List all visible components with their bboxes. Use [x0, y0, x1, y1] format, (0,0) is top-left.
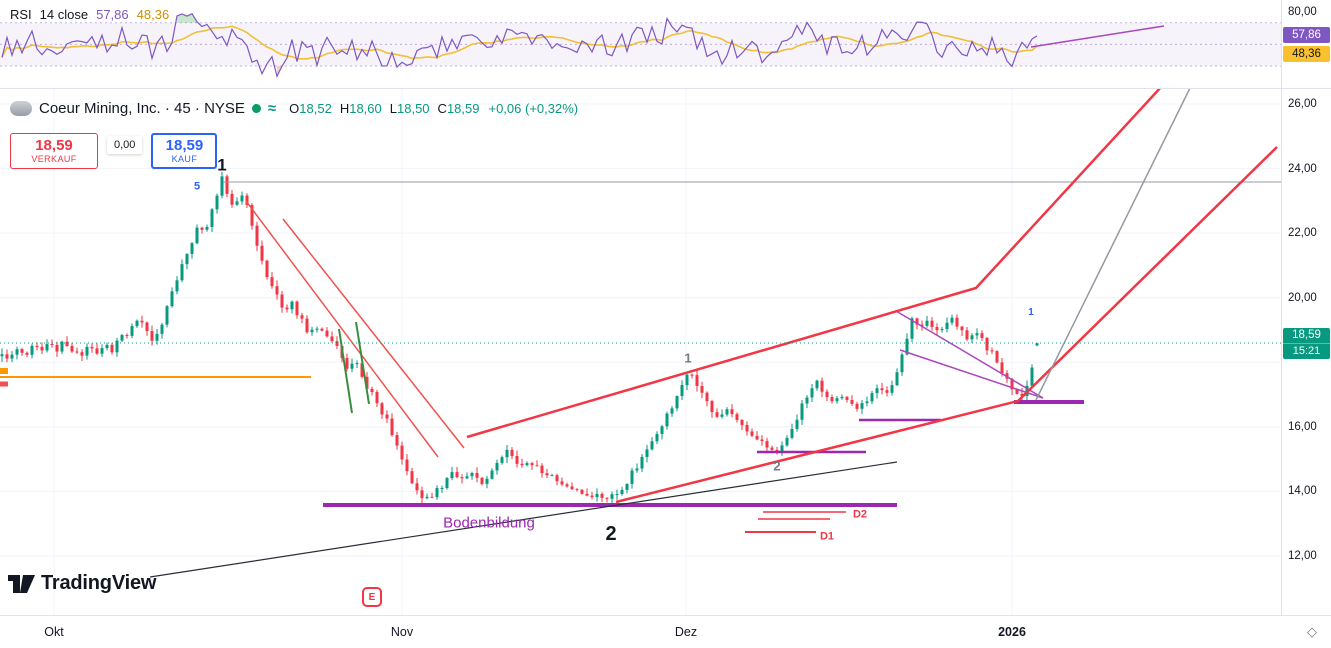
time-axis-label: Okt	[44, 625, 64, 639]
time-axis-label: 2026	[998, 625, 1026, 639]
rsi-value-badge: 57,86	[1283, 27, 1330, 43]
price-axis-label: 20,00	[1288, 291, 1317, 304]
chart-annotation[interactable]: 2	[773, 458, 781, 474]
tradingview-logo-icon	[8, 575, 35, 593]
symbol-header[interactable]: Coeur Mining, Inc. · 45 · NYSE ≈ O18,52 …	[10, 100, 578, 117]
chart-annotation[interactable]: 1	[217, 155, 227, 175]
bar-countdown: 15:21	[1283, 343, 1330, 359]
current-price-value: 18,59	[1292, 329, 1321, 341]
rsi-value: 57,86	[96, 7, 129, 22]
chart-annotation[interactable]: D1	[819, 530, 835, 543]
sell-price: 18,59	[35, 137, 73, 154]
time-axis[interactable]: ◇ Okt Nov Dez 2026	[0, 615, 1331, 648]
buy-label: KAUF	[171, 154, 198, 165]
buy-price: 18,59	[165, 137, 204, 154]
trade-panel: 18,59 VERKAUF 0,00 18,59 KAUF	[10, 133, 218, 170]
sell-button[interactable]: 18,59 VERKAUF	[10, 133, 98, 170]
price-axis[interactable]: 57,86 48,36 18,59 15:21 26,00 24,00 22,00 2…	[1281, 0, 1331, 615]
price-axis-label: 12,00	[1288, 550, 1317, 562]
axis-settings-icon[interactable]: ◇	[1307, 624, 1317, 639]
earnings-marker[interactable]: E	[362, 587, 382, 607]
market-status-dot-icon	[251, 104, 261, 113]
ohlc-open-value: 18,52	[299, 101, 332, 116]
ohlc-close-value: 18,59	[446, 101, 480, 116]
chart-annotation[interactable]: 1	[684, 350, 692, 366]
tradingview-logo[interactable]: TradingView	[8, 571, 156, 595]
rsi-ma-value-badge: 48,36	[1283, 46, 1330, 62]
rsi-axis-label: 80,00	[1288, 6, 1317, 18]
ohlc-low-value: 18,50	[397, 101, 430, 116]
approx-data-icon: ≈	[267, 100, 277, 117]
rsi-title: RSI	[10, 7, 32, 22]
rsi-ma-value: 48,36	[136, 7, 170, 22]
price-axis-label: 14,00	[1288, 485, 1317, 498]
symbol-title[interactable]: Coeur Mining, Inc. · 45 · NYSE	[39, 100, 245, 117]
ohlc-close-label: C	[437, 101, 447, 116]
rsi-indicator-legend[interactable]: RSI 14 close 57,86 48,36	[10, 7, 169, 22]
tradingview-logo-text: TradingView	[41, 571, 157, 594]
chart-annotation[interactable]: 2	[605, 523, 617, 545]
spread-value: 0,00	[107, 136, 143, 154]
price-axis-label: 26,00	[1288, 98, 1317, 110]
rsi-params: 14 close	[39, 7, 89, 22]
time-axis-label: Dez	[674, 625, 698, 639]
chart-annotation[interactable]: Bodenbildung	[443, 514, 535, 532]
chart-annotation[interactable]: D2	[852, 508, 868, 521]
ohlc-high-value: 18,60	[349, 101, 382, 116]
price-change: +0,06 (+0,32%)	[488, 101, 579, 116]
ohlc-values: O18,52 H18,60 L18,50 C18,59	[289, 101, 479, 116]
price-axis-label: 22,00	[1288, 227, 1317, 240]
current-price-badge: 18,59 15:21	[1283, 328, 1330, 359]
chart-annotation[interactable]: 5	[193, 180, 201, 193]
ohlc-open-label: O	[289, 101, 300, 116]
price-axis-label: 24,00	[1288, 162, 1317, 175]
sell-label: VERKAUF	[31, 154, 77, 165]
ohlc-low-label: L	[389, 101, 397, 116]
price-axis-label: 16,00	[1288, 420, 1317, 433]
ohlc-high-label: H	[339, 101, 350, 116]
buy-button[interactable]: 18,59 KAUF	[151, 133, 218, 170]
time-axis-label: Nov	[390, 625, 414, 639]
symbol-logo-icon	[10, 101, 32, 116]
chart-annotation[interactable]: 1	[1028, 307, 1034, 318]
